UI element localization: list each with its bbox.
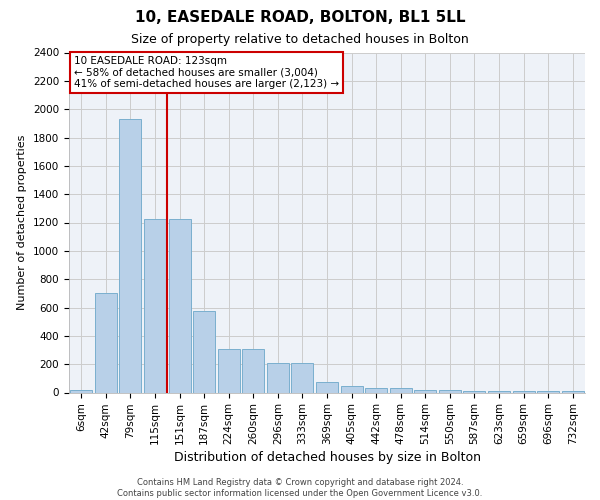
Bar: [512, 391, 535, 392]
Bar: [267, 364, 289, 392]
Bar: [488, 391, 510, 392]
Bar: [242, 350, 265, 393]
Bar: [218, 350, 240, 393]
Bar: [169, 219, 191, 392]
Y-axis label: Number of detached properties: Number of detached properties: [17, 135, 28, 310]
Bar: [414, 390, 436, 392]
Text: 10, EASEDALE ROAD, BOLTON, BL1 5LL: 10, EASEDALE ROAD, BOLTON, BL1 5LL: [135, 10, 465, 25]
Bar: [144, 219, 166, 392]
Bar: [537, 391, 559, 392]
Bar: [562, 391, 584, 392]
Bar: [292, 364, 313, 392]
X-axis label: Distribution of detached houses by size in Bolton: Distribution of detached houses by size …: [173, 452, 481, 464]
Bar: [463, 391, 485, 392]
Bar: [389, 388, 412, 392]
Bar: [95, 294, 117, 392]
Bar: [341, 386, 362, 392]
Bar: [365, 388, 387, 392]
Bar: [439, 390, 461, 392]
Bar: [193, 311, 215, 392]
Bar: [119, 119, 142, 392]
Bar: [316, 382, 338, 392]
Text: 10 EASEDALE ROAD: 123sqm
← 58% of detached houses are smaller (3,004)
41% of sem: 10 EASEDALE ROAD: 123sqm ← 58% of detach…: [74, 56, 339, 89]
Bar: [70, 390, 92, 392]
Text: Size of property relative to detached houses in Bolton: Size of property relative to detached ho…: [131, 32, 469, 46]
Text: Contains HM Land Registry data © Crown copyright and database right 2024.
Contai: Contains HM Land Registry data © Crown c…: [118, 478, 482, 498]
